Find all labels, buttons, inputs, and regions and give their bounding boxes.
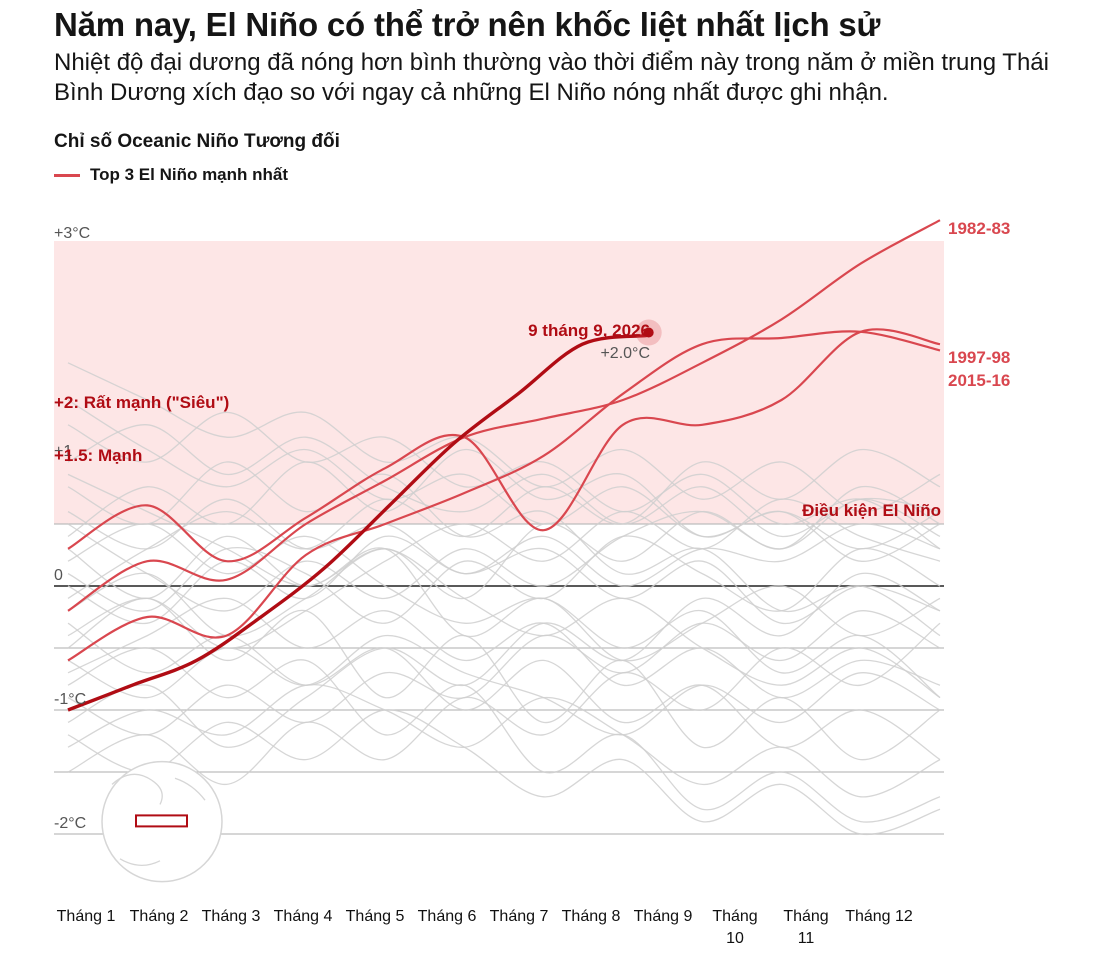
- x-tick-label: Tháng 8: [561, 908, 621, 925]
- globe-outline: [101, 760, 223, 883]
- series-label-1997-98: 1997-98: [948, 348, 1010, 367]
- chart-legend: Top 3 El Niño mạnh nhất: [54, 165, 288, 185]
- y-tick-label: +1: [54, 443, 72, 460]
- series-line-1982-83: [67, 219, 941, 612]
- y-tick-label: -1°C: [54, 691, 86, 708]
- x-tick-label: Tháng 5: [345, 908, 405, 925]
- legend-swatch: [54, 173, 80, 177]
- page-title: Năm nay, El Niño có thể trở nên khốc liệ…: [54, 6, 881, 43]
- background-year-line: [67, 709, 941, 836]
- current-marker: [643, 327, 654, 338]
- series-label-2015-16: 2015-16: [948, 371, 1010, 390]
- background-year-line: [67, 634, 941, 736]
- x-tick-label: Tháng 7: [489, 908, 549, 925]
- background-year-line: [67, 473, 941, 699]
- background-year-line: [67, 622, 941, 786]
- threshold-label-elnino: Điều kiện El Niño: [802, 501, 941, 520]
- x-tick-label: Tháng 4: [273, 908, 333, 925]
- background-year-line: [67, 399, 941, 550]
- current-value-label: +2.0°C: [600, 345, 650, 362]
- y-tick-label: +3°C: [54, 225, 90, 242]
- series-line-current: [67, 333, 647, 712]
- background-year-line: [67, 424, 941, 538]
- background-year-line: [67, 622, 941, 761]
- x-tick-label: Tháng 3: [201, 908, 261, 925]
- current-date-label: 9 tháng 9, 2026: [528, 321, 650, 340]
- series-line-2015-16: [67, 328, 941, 563]
- background-year-line: [67, 523, 941, 699]
- x-tick-label: Tháng 2: [129, 908, 189, 925]
- x-tick-label: Tháng 6: [417, 908, 477, 925]
- chart-label: Chỉ số Oceanic Niño Tương đối: [54, 131, 340, 152]
- background-year-line: [67, 647, 941, 823]
- background-year-line: [67, 535, 941, 624]
- x-tick-label: Tháng 11: [783, 908, 829, 947]
- background-year-line: [67, 461, 941, 637]
- nino-region-box: [135, 814, 188, 828]
- y-tick-label: 0: [54, 567, 63, 584]
- background-year-line: [67, 597, 941, 699]
- background-year-line: [67, 572, 941, 748]
- globe-landmass: [111, 773, 206, 866]
- x-tick-label: Tháng 9: [633, 908, 693, 925]
- background-year-line: [67, 683, 941, 798]
- threshold-label: +2: Rất mạnh ("Siêu"): [54, 393, 229, 412]
- background-year-line: [67, 448, 941, 599]
- series-label-1982-83: 1982-83: [948, 219, 1010, 238]
- page-subtitle: Nhiệt độ đại dương đã nóng hơn bình thườ…: [54, 49, 1049, 106]
- y-tick-label: -2°C: [54, 815, 86, 832]
- x-tick-label: Tháng 1: [56, 908, 116, 925]
- x-tick-label: Tháng 10: [712, 908, 758, 947]
- globe-inset: [101, 760, 223, 883]
- background-year-line: [67, 498, 941, 587]
- background-year-line: [67, 535, 941, 662]
- series-line-1997-98: [67, 330, 941, 662]
- x-tick-label: Tháng 12: [845, 908, 913, 925]
- threshold-label: +1.5: Mạnh: [54, 446, 142, 465]
- background-year-line: [67, 411, 941, 550]
- background-year-line: [67, 498, 941, 612]
- chart-svg: +3°C +1 0 -1°C -2°C +2: Rất mạnh ("Siêu") +1.5…: [54, 219, 1010, 883]
- legend-label: Top 3 El Niño mạnh nhất: [90, 165, 289, 184]
- background-year-line: [67, 535, 941, 624]
- background-year-line: [67, 610, 941, 736]
